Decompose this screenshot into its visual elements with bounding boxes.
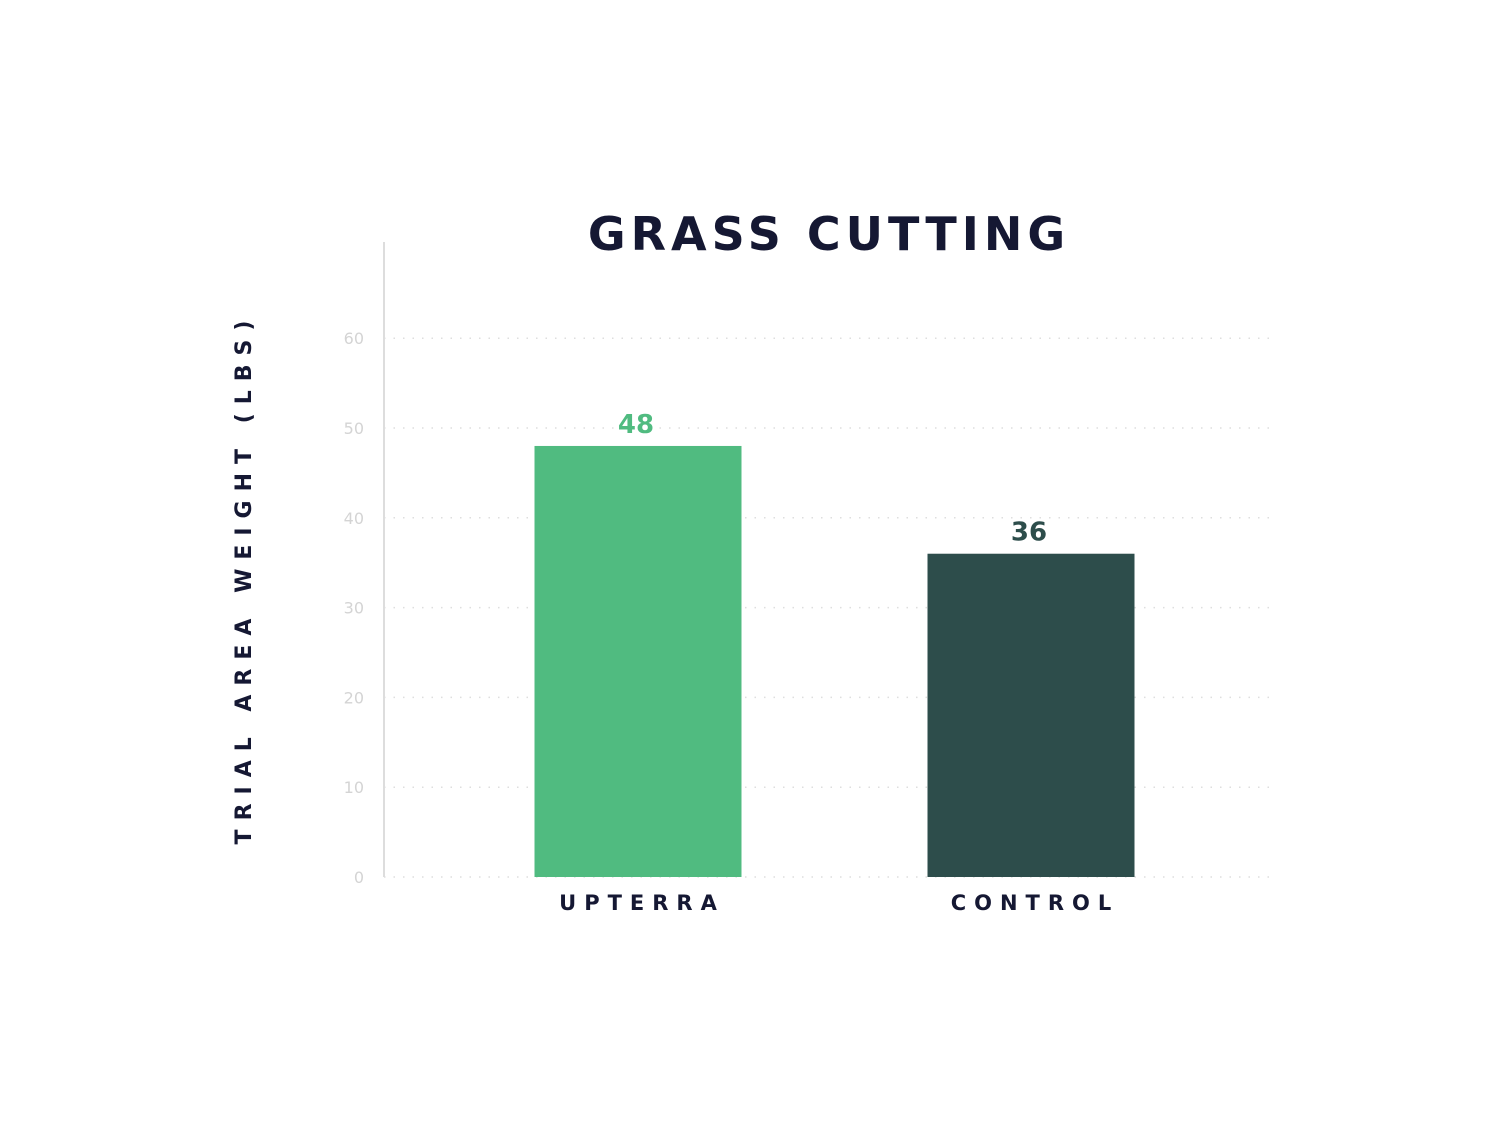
category-labels: UPTERRA CONTROL <box>559 891 1120 915</box>
bars <box>534 445 1135 877</box>
value-labels: 48 36 <box>618 410 1047 548</box>
y-tick-label: 20 <box>344 688 364 707</box>
category-label: UPTERRA <box>559 891 725 915</box>
y-tick-label: 50 <box>344 419 364 438</box>
value-label: 36 <box>1011 518 1047 548</box>
y-tick-label: 60 <box>344 329 364 348</box>
bar-upterra <box>534 445 742 877</box>
y-tick-label: 10 <box>344 778 364 797</box>
grid-lines <box>384 337 1270 878</box>
y-tick-label: 0 <box>354 868 364 887</box>
chart-title: GRASS CUTTING <box>588 207 1070 261</box>
y-axis-label: TRIAL AREA WEIGHT (LBS) <box>232 312 257 845</box>
y-tick-labels: 0 10 20 30 40 50 60 <box>344 329 364 887</box>
bar-control <box>927 553 1135 877</box>
value-label: 48 <box>618 410 654 440</box>
y-tick-label: 40 <box>344 509 364 528</box>
category-label: CONTROL <box>951 891 1120 915</box>
y-tick-label: 30 <box>344 599 364 618</box>
